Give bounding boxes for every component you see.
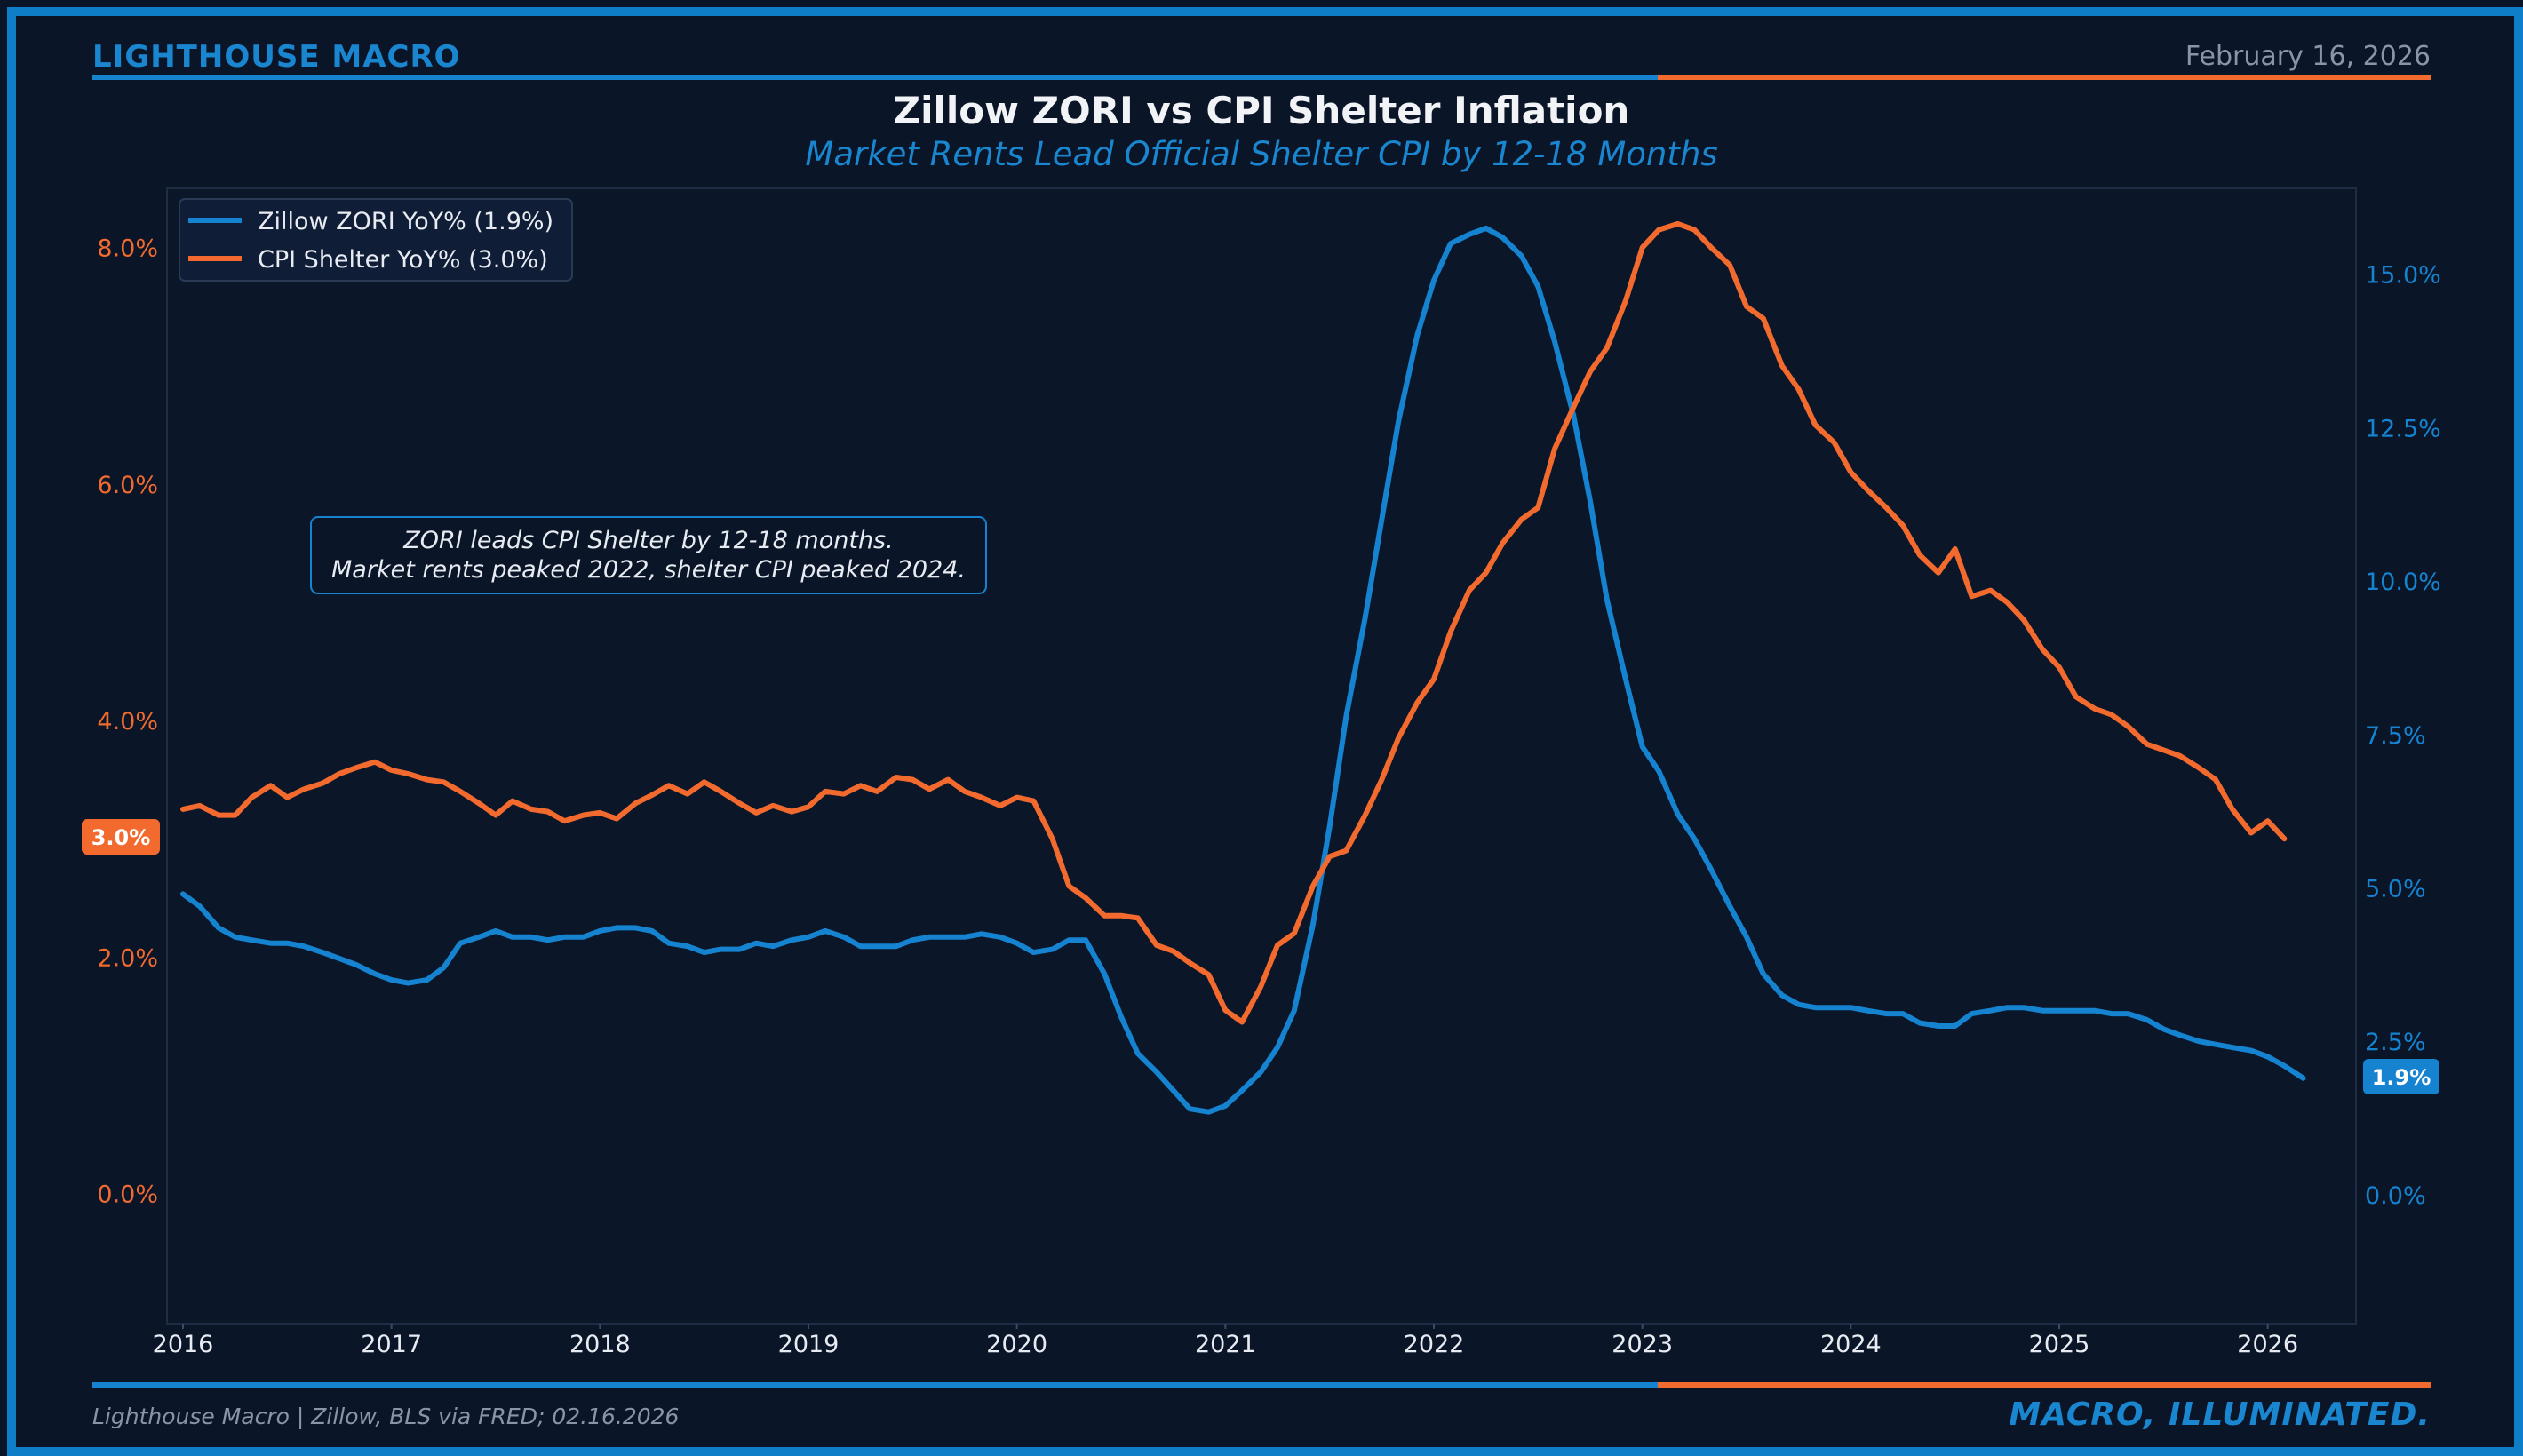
y-right-tick-label: 5.0% xyxy=(2365,876,2426,903)
y-left-tick-label: 8.0% xyxy=(97,235,158,263)
source-note: Lighthouse Macro | Zillow, BLS via FRED;… xyxy=(92,1404,680,1429)
x-tick-label: 2018 xyxy=(569,1331,631,1358)
x-tick-label: 2024 xyxy=(1820,1331,1882,1358)
badge-left-label: 3.0% xyxy=(92,825,151,850)
report-date: February 16, 2026 xyxy=(2185,41,2431,72)
annotation-line-1: ZORI leads CPI Shelter by 12-18 months. xyxy=(402,527,893,554)
footer-rule-blue xyxy=(92,1382,1658,1388)
badge-right-box xyxy=(2363,1059,2439,1094)
tagline: MACRO, ILLUMINATED. xyxy=(2009,1396,2431,1433)
x-tick-label: 2026 xyxy=(2237,1331,2298,1358)
legend-box xyxy=(179,198,573,282)
annotation-box xyxy=(310,516,987,594)
y-right-tick-label: 2.5% xyxy=(2365,1029,2426,1056)
header-rule-blue xyxy=(92,75,1658,80)
y-right-tick-label: 7.5% xyxy=(2365,722,2426,750)
y-right-tick-label: 0.0% xyxy=(2365,1182,2426,1210)
x-tick-label: 2016 xyxy=(153,1331,214,1358)
y-left-tick-label: 4.0% xyxy=(97,708,158,736)
y-right-tick-label: 10.0% xyxy=(2365,569,2441,596)
x-axis: 2016 2017 2018 2019 2020 2021 2022 2023 2024 2025… xyxy=(153,1324,2298,1358)
chart-title: Zillow ZORI vs CPI Shelter Inflation xyxy=(893,89,1630,132)
footer-rule-orange xyxy=(1658,1382,2431,1388)
x-tick-label: 2020 xyxy=(986,1331,1047,1358)
y-left-tick-label: 6.0% xyxy=(97,472,158,499)
chart-subtitle: Market Rents Lead Official Shelter CPI b… xyxy=(805,135,1718,173)
badge-right-label: 1.9% xyxy=(2372,1065,2431,1090)
outer-frame xyxy=(7,7,2523,1456)
series-lines xyxy=(180,220,2306,1115)
header-rule-orange xyxy=(1658,75,2431,80)
legend-label-zori: Zillow ZORI YoY% (1.9%) xyxy=(258,208,553,235)
x-tick-label: 2021 xyxy=(1195,1331,1256,1358)
zori-series-line xyxy=(180,225,2306,1115)
x-tick-label: 2023 xyxy=(1612,1331,1673,1358)
y-left-tick-label: 2.0% xyxy=(97,944,158,972)
legend: Zillow ZORI YoY% (1.9%) CPI Shelter YoY%… xyxy=(179,198,573,282)
x-tick-label: 2025 xyxy=(2029,1331,2090,1358)
left-y-axis: 0.0% 2.0% 4.0% 6.0% 8.0% xyxy=(97,235,158,1209)
plot-area xyxy=(166,187,2357,1325)
y-left-tick-label: 0.0% xyxy=(97,1182,158,1209)
y-right-tick-label: 12.5% xyxy=(2365,415,2441,442)
brand-name: LIGHTHOUSE MACRO xyxy=(92,39,461,75)
last-value-badge-left: 3.0% xyxy=(82,819,160,855)
badge-left-box xyxy=(82,819,160,855)
cpi-shelter-series-line xyxy=(180,220,2288,1025)
x-tick-label: 2019 xyxy=(778,1331,840,1358)
right-y-axis: 0.0% 2.5% 5.0% 7.5% 10.0% 12.5% 15.0% xyxy=(2365,262,2441,1210)
y-right-tick-label: 15.0% xyxy=(2365,262,2441,290)
last-value-badge-right: 1.9% xyxy=(2363,1059,2439,1094)
legend-label-cpi: CPI Shelter YoY% (3.0%) xyxy=(258,246,548,274)
x-tick-label: 2017 xyxy=(361,1331,422,1358)
annotation: ZORI leads CPI Shelter by 12-18 months. … xyxy=(310,516,987,594)
annotation-line-2: Market rents peaked 2022, shelter CPI pe… xyxy=(331,556,966,584)
x-tick-label: 2022 xyxy=(1404,1331,1465,1358)
